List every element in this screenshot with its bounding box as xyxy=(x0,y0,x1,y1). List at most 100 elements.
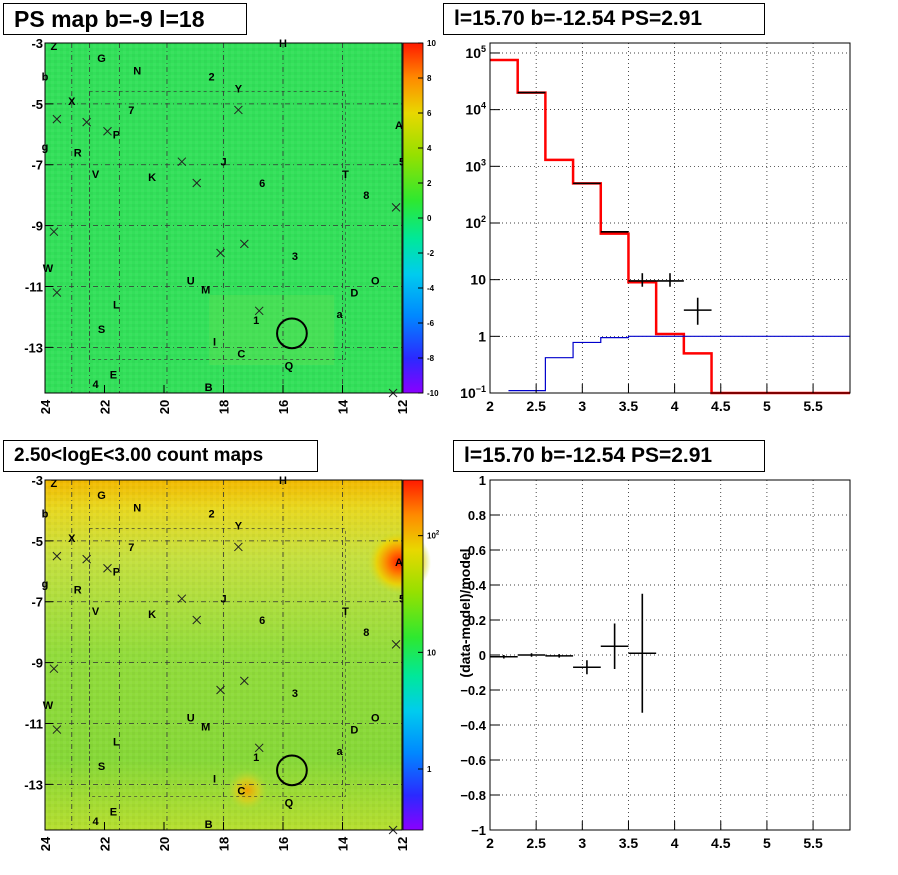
source-cross xyxy=(254,743,264,753)
source-label: 7 xyxy=(128,105,134,117)
source-label: M xyxy=(201,285,210,297)
map-x-tick-label: 12 xyxy=(395,837,410,851)
map-x-tick-label: 24 xyxy=(38,836,53,851)
source-label: V xyxy=(92,169,100,181)
map-x-tick-label: 22 xyxy=(98,837,113,851)
source-label: 8 xyxy=(363,190,369,202)
x-tick-label: 3 xyxy=(578,835,586,851)
source-label: 2 xyxy=(209,71,215,83)
map-region-outline xyxy=(89,91,346,360)
x-tick-label: 4 xyxy=(671,835,679,851)
source-label: Z xyxy=(51,41,58,53)
source-cross xyxy=(49,664,59,674)
source-label: 4 xyxy=(93,379,100,391)
source-label: C xyxy=(237,785,245,797)
source-label: S xyxy=(98,324,105,336)
background-histogram xyxy=(508,335,850,392)
source-label: 2 xyxy=(209,508,215,520)
map-x-tick-label: 16 xyxy=(276,400,291,414)
source-label: 1 xyxy=(253,315,259,327)
map-x-tick-label: 20 xyxy=(157,400,172,414)
source-cross xyxy=(239,676,249,686)
y-tick-label: 1 xyxy=(478,328,486,344)
x-tick-label: 2 xyxy=(486,398,494,414)
colorbar-tick-label: 10 xyxy=(427,648,436,657)
y-tick-label: −0.4 xyxy=(460,718,486,733)
map-x-tick-label: 18 xyxy=(217,837,232,851)
map-y-tick-label: -11 xyxy=(25,716,43,731)
source-label: N xyxy=(133,65,141,77)
source-label: O xyxy=(371,712,380,724)
y-tick-label: 1 xyxy=(479,473,486,488)
map-y-tick-label: -13 xyxy=(24,777,43,792)
x-tick-label: 2.5 xyxy=(526,398,546,414)
y-tick-label: 0.4 xyxy=(468,578,487,593)
source-label: Q xyxy=(285,798,294,810)
source-label: U xyxy=(187,712,195,724)
source-label: E xyxy=(110,370,117,382)
source-label: B xyxy=(205,382,213,394)
x-tick-label: 2.5 xyxy=(526,835,546,851)
source-cross xyxy=(52,725,62,734)
source-cross xyxy=(234,105,243,115)
source-label: Y xyxy=(235,84,243,96)
source-label: C xyxy=(237,348,245,360)
target-circle xyxy=(276,754,308,787)
ps-map-title: PS map b=-9 l=18 xyxy=(3,3,247,35)
map-x-tick-label: 16 xyxy=(276,837,291,851)
source-label: U xyxy=(187,275,195,287)
x-tick-label: 5.5 xyxy=(803,398,823,414)
map-y-tick-label: -11 xyxy=(25,279,43,294)
source-label: 6 xyxy=(259,615,265,627)
source-label: D xyxy=(350,288,358,300)
source-label: T xyxy=(342,606,349,618)
y-tick-label: 105 xyxy=(465,44,486,61)
hot-spot-c xyxy=(225,768,270,813)
y-tick-label: 10 xyxy=(470,272,486,288)
residual-panel: 2 2.5 3 3.5 4 4.5 5 5.5 1 0.8 0.6 0.4 0.2 0 −0.2 −0.4 −0… xyxy=(457,473,851,851)
map-y-tick-label: -5 xyxy=(31,97,43,112)
x-tick-label: 3.5 xyxy=(619,398,639,414)
source-cross xyxy=(216,685,225,695)
colorbar-tick-label: 6 xyxy=(427,109,432,118)
x-tick-label: 4.5 xyxy=(711,835,731,851)
source-label: P xyxy=(113,566,120,578)
colorbar-tick-label: 2 xyxy=(427,179,432,188)
colorbar-tick-label: -8 xyxy=(427,354,435,363)
source-label: D xyxy=(350,725,358,737)
source-cross xyxy=(216,248,225,258)
source-label: 6 xyxy=(259,178,265,190)
source-cross xyxy=(82,554,92,564)
map-x-tick-label: 12 xyxy=(395,400,410,414)
source-label: Q xyxy=(285,361,294,373)
source-cross xyxy=(192,615,202,625)
colorbar xyxy=(403,43,423,393)
x-tick-label: 5 xyxy=(763,835,771,851)
source-cross xyxy=(52,551,62,561)
x-tick-label: 5.5 xyxy=(803,835,823,851)
y-tick-label: 104 xyxy=(465,101,486,118)
source-cross xyxy=(103,563,112,573)
source-label: P xyxy=(113,129,120,141)
map-y-tick-label: -9 xyxy=(31,656,43,671)
map-x-tick-label: 14 xyxy=(336,836,351,851)
source-label: V xyxy=(92,606,100,618)
source-label: 4 xyxy=(93,816,100,828)
y-tick-label: −0.2 xyxy=(460,683,486,698)
source-label: I xyxy=(213,773,216,785)
source-cross xyxy=(391,202,401,212)
y-tick-label: 0.2 xyxy=(468,613,486,628)
source-label: A xyxy=(395,120,403,132)
source-label: 7 xyxy=(128,542,134,554)
map-y-tick-label: -7 xyxy=(31,158,43,173)
source-label: M xyxy=(201,722,210,734)
source-label: 1 xyxy=(253,752,259,764)
source-label: G xyxy=(97,53,106,65)
source-cross xyxy=(49,227,59,237)
y-tick-label: 103 xyxy=(465,157,486,174)
map-y-tick-label: -5 xyxy=(31,534,43,549)
source-label: L xyxy=(113,300,120,312)
